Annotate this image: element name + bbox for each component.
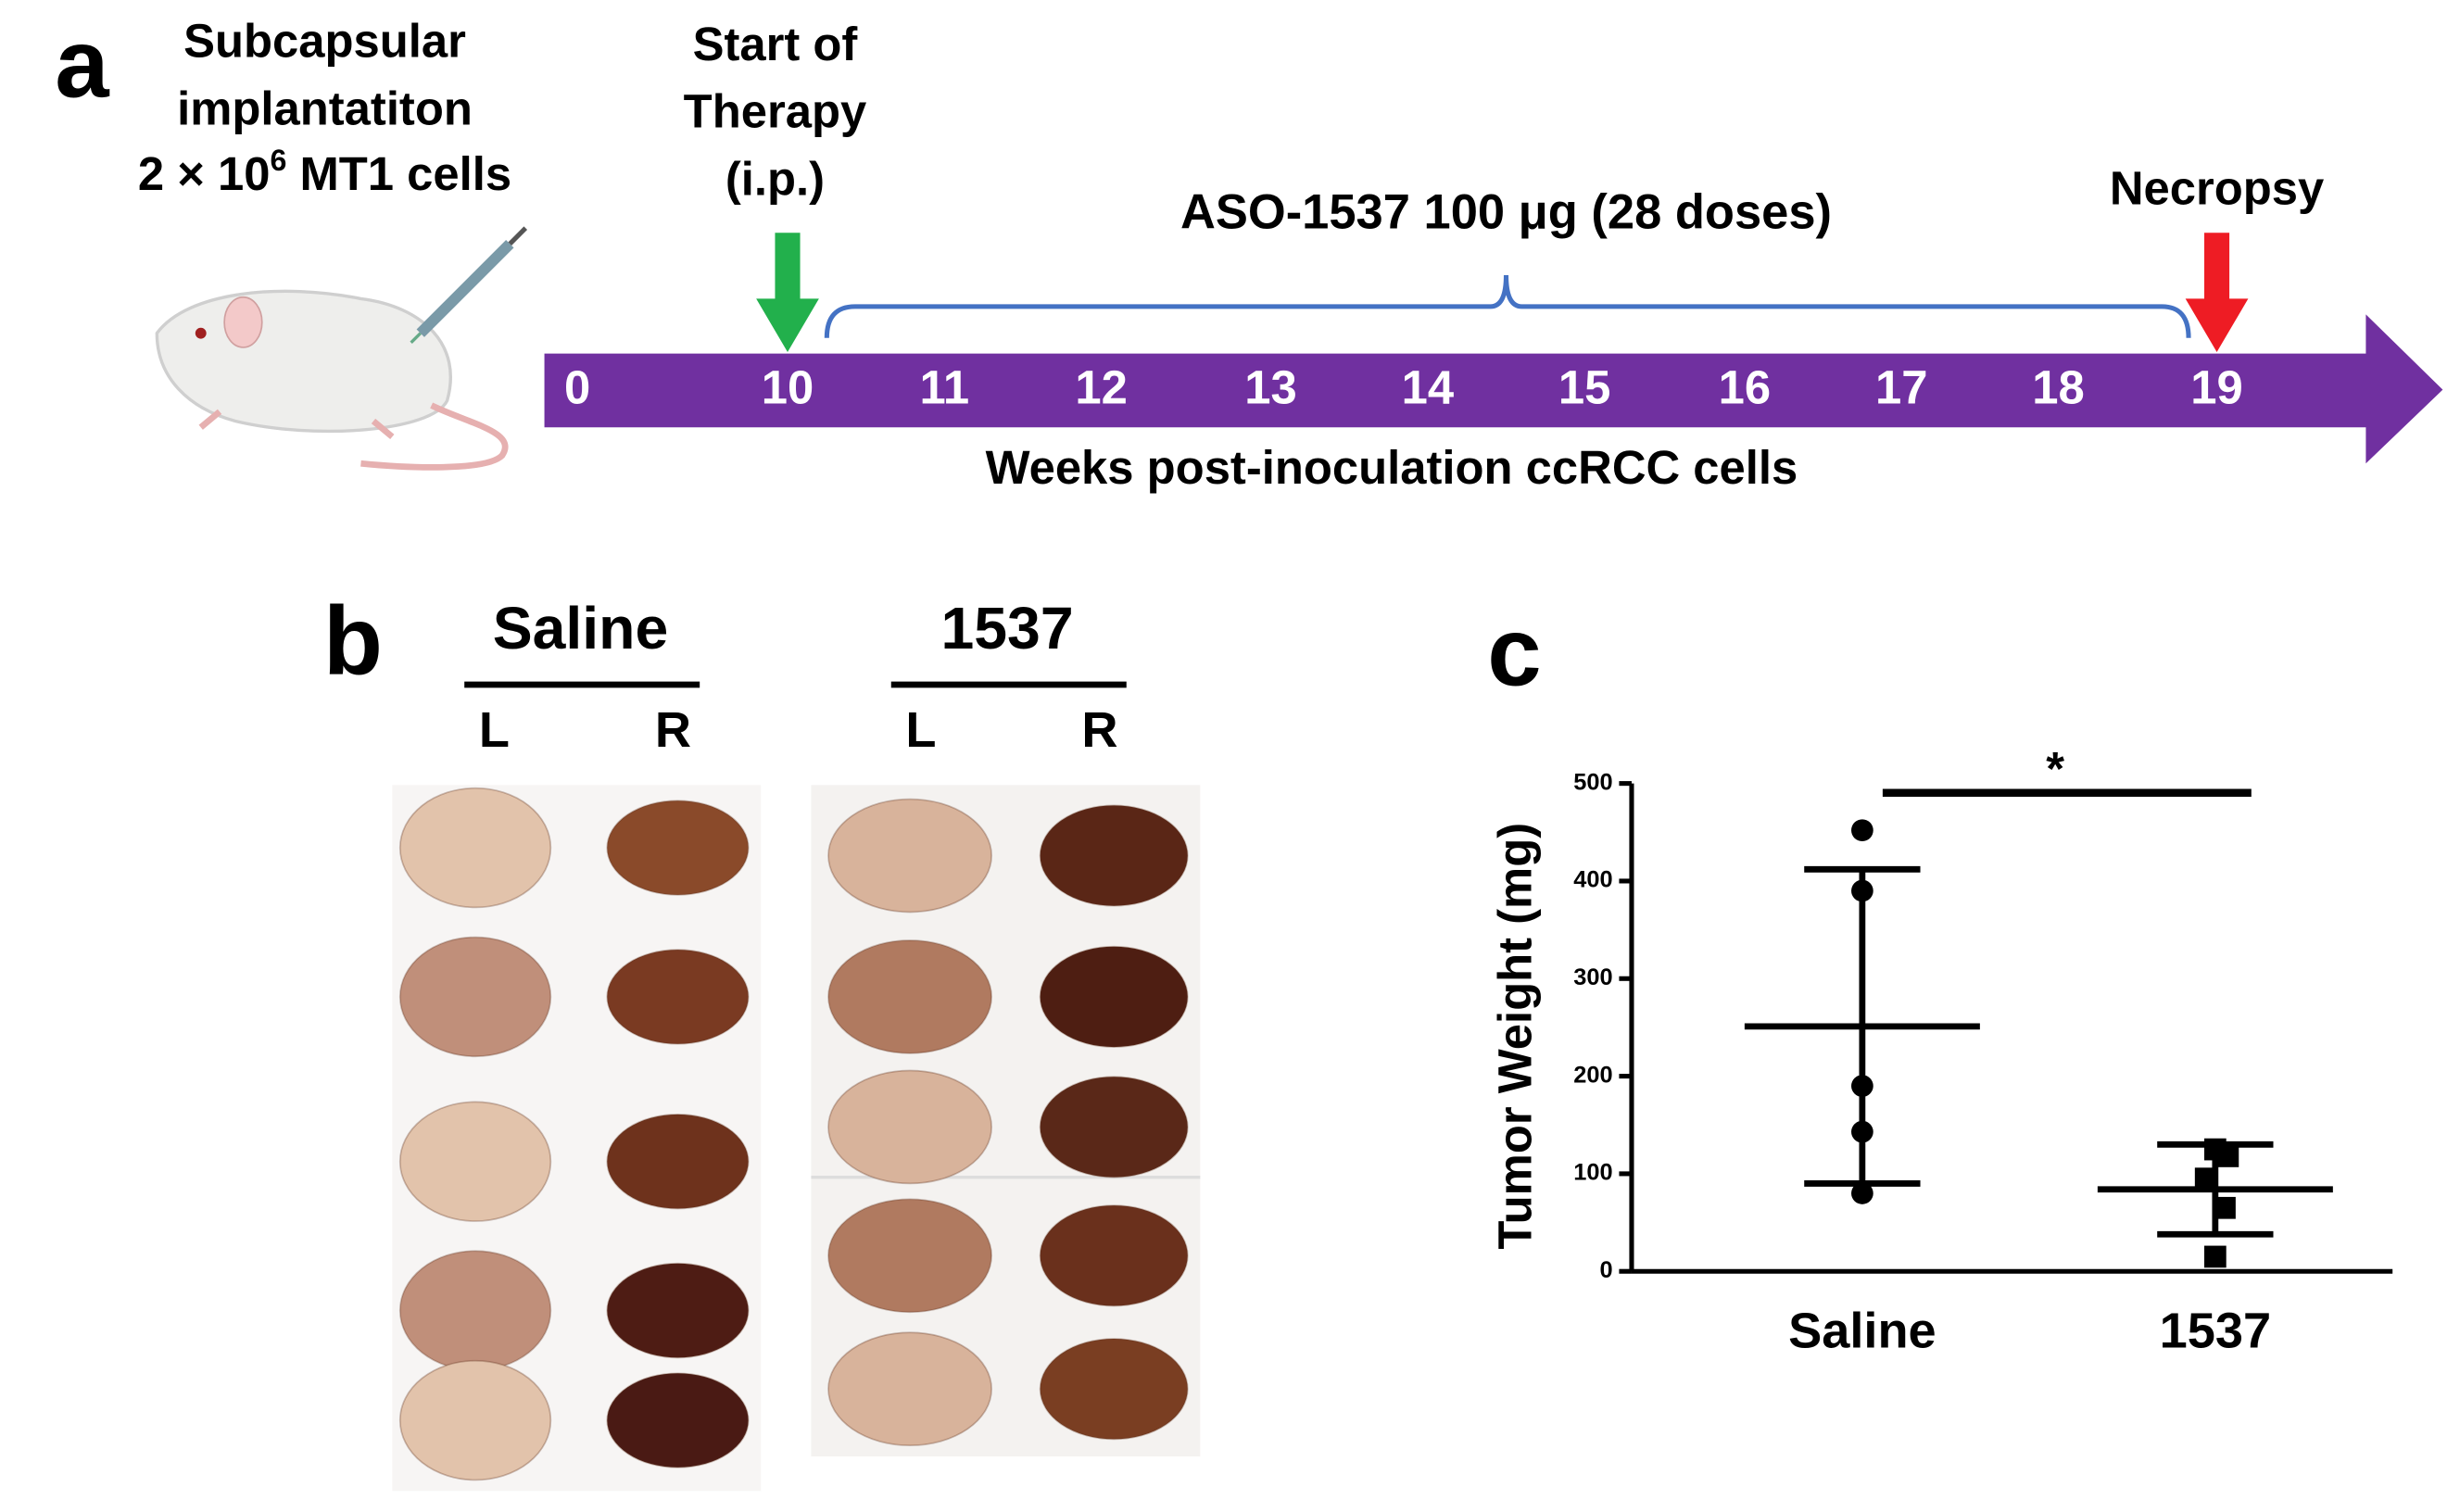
kidney bbox=[398, 1250, 552, 1371]
start-text: (i.p.) bbox=[725, 153, 825, 206]
kidney bbox=[606, 800, 750, 896]
kidney bbox=[398, 936, 552, 1058]
dose-rest: MT1 cells bbox=[286, 147, 511, 200]
start-arrow bbox=[756, 233, 819, 352]
data-point bbox=[2214, 1196, 2236, 1219]
implant-text: Subcapsular bbox=[183, 15, 466, 68]
significance-label: * bbox=[2046, 742, 2064, 795]
kidney bbox=[827, 1069, 992, 1185]
kidney bbox=[398, 1101, 552, 1222]
y-tick-label: 400 bbox=[1573, 867, 1612, 893]
kidney bbox=[606, 1114, 750, 1210]
x-tick-label: 1537 bbox=[2160, 1303, 2272, 1358]
week-label: 12 bbox=[1075, 361, 1127, 414]
kidney bbox=[1039, 1076, 1189, 1178]
data-point bbox=[1851, 1182, 1873, 1204]
kidney bbox=[827, 798, 992, 914]
kidney bbox=[1039, 1338, 1189, 1441]
data-point bbox=[2216, 1145, 2239, 1167]
side-label: R bbox=[1081, 702, 1117, 758]
data-point bbox=[1851, 879, 1873, 902]
data-point bbox=[2194, 1167, 2217, 1191]
treatment-brace bbox=[824, 275, 2191, 338]
necropsy-arrow bbox=[2185, 233, 2249, 352]
x-tick-label: Saline bbox=[1788, 1303, 1936, 1358]
week-label: 17 bbox=[1875, 361, 1927, 414]
dose-text: 2 × 106 MT1 cells bbox=[138, 144, 511, 201]
kidney bbox=[606, 949, 750, 1045]
kidney bbox=[827, 939, 992, 1054]
side-label: R bbox=[655, 702, 691, 758]
data-point bbox=[1851, 819, 1873, 842]
panel-label: c bbox=[1487, 598, 1541, 707]
mouse-illustration bbox=[155, 226, 528, 471]
week-label: 10 bbox=[762, 361, 814, 414]
week-label: 16 bbox=[1719, 361, 1771, 414]
timeline-arrow bbox=[544, 314, 2443, 464]
week-label: 13 bbox=[1244, 361, 1296, 414]
kidney bbox=[606, 1262, 750, 1359]
kidney bbox=[827, 1198, 992, 1314]
dose-base: 2 × 10 bbox=[138, 147, 271, 200]
kidney bbox=[398, 1359, 552, 1481]
week-label: 11 bbox=[919, 361, 969, 414]
panel-label: b bbox=[323, 587, 383, 696]
necropsy-label: Necropsy bbox=[2110, 162, 2324, 215]
y-tick-label: 200 bbox=[1573, 1062, 1612, 1088]
data-point bbox=[1851, 1120, 1873, 1143]
treatment-label: ASO-1537 100 μg (28 doses) bbox=[1180, 185, 1832, 240]
y-tick-label: 100 bbox=[1573, 1160, 1612, 1186]
data-point bbox=[2204, 1245, 2227, 1268]
panel-label: a bbox=[55, 10, 110, 119]
side-label: L bbox=[905, 702, 936, 758]
kidney bbox=[1039, 804, 1189, 907]
week-label: 0 bbox=[564, 361, 590, 414]
start-text: Therapy bbox=[684, 85, 867, 138]
timeline-axis-label: Weeks post-inoculation ccRCC cells bbox=[986, 441, 1798, 494]
y-tick-label: 0 bbox=[1600, 1257, 1613, 1283]
group-label: Saline bbox=[493, 595, 669, 662]
week-label: 15 bbox=[1558, 361, 1610, 414]
week-label: 18 bbox=[2032, 361, 2084, 414]
y-axis-label: Tumor Weight (mg) bbox=[1488, 823, 1541, 1250]
dose-exp: 6 bbox=[270, 144, 286, 177]
kidney bbox=[398, 787, 552, 909]
kidney bbox=[1039, 1204, 1189, 1307]
y-tick-label: 500 bbox=[1573, 769, 1612, 795]
kidney bbox=[606, 1372, 750, 1468]
kidney bbox=[827, 1331, 992, 1447]
data-point bbox=[1851, 1075, 1873, 1097]
kidney bbox=[1039, 945, 1189, 1048]
y-tick-label: 300 bbox=[1573, 964, 1612, 990]
week-label: 14 bbox=[1402, 361, 1454, 414]
implant-text: implantatiton bbox=[177, 82, 473, 134]
group-label: 1537 bbox=[941, 595, 1074, 662]
start-text: Start of bbox=[693, 18, 859, 70]
week-label: 19 bbox=[2190, 361, 2242, 414]
side-label: L bbox=[479, 702, 510, 758]
